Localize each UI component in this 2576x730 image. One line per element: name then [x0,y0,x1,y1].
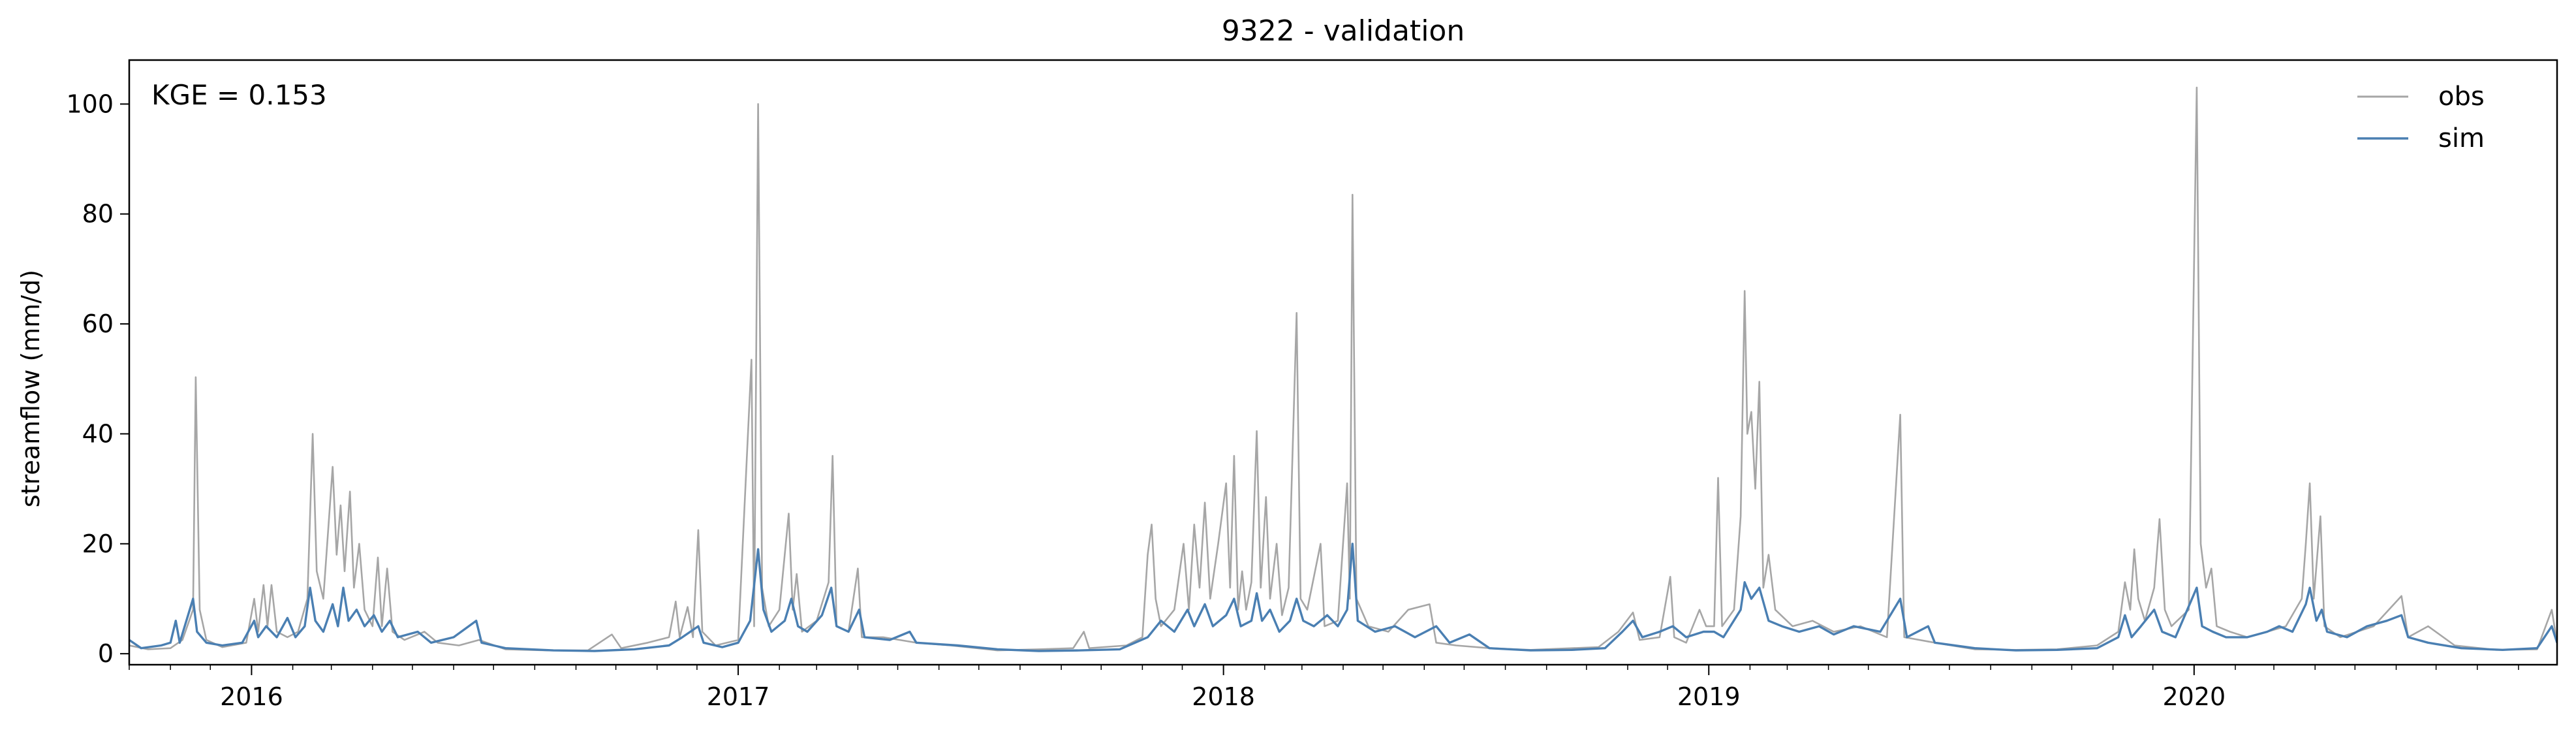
x-tick-label: 2018 [1192,682,1255,711]
legend: obs sim [2357,82,2485,153]
y-tick-label: 80 [82,200,114,229]
y-tick-label: 60 [82,309,114,338]
legend-label-obs: obs [2438,82,2485,112]
x-tick-label: 2020 [2162,682,2226,711]
series-line-sim [129,543,2557,652]
y-tick-label: 40 [82,419,114,448]
chart-title: 9322 - validation [1222,14,1465,48]
kge-annotation: KGE = 0.153 [151,79,327,111]
series-layer [129,86,2557,652]
y-tick-label: 0 [98,639,114,668]
legend-label-sim: sim [2438,123,2485,153]
x-axis: 2016 2017 2018 2019 2020 [220,665,2226,711]
plot-frame [128,59,2558,666]
y-tick-label: 20 [82,530,114,558]
x-tick-label: 2019 [1677,682,1741,711]
y-axis-label: streamflow (mm/d) [16,270,45,507]
y-axis: 0 20 40 60 80 100 [66,89,129,668]
x-tick-label: 2016 [220,682,283,711]
plot-area: 2016 2017 2018 2019 2020 0 20 40 60 80 100 KGE = … [66,59,2558,711]
x-tick-label: 2017 [707,682,770,711]
series-line-obs [129,86,2557,652]
y-tick-label: 100 [66,89,114,118]
